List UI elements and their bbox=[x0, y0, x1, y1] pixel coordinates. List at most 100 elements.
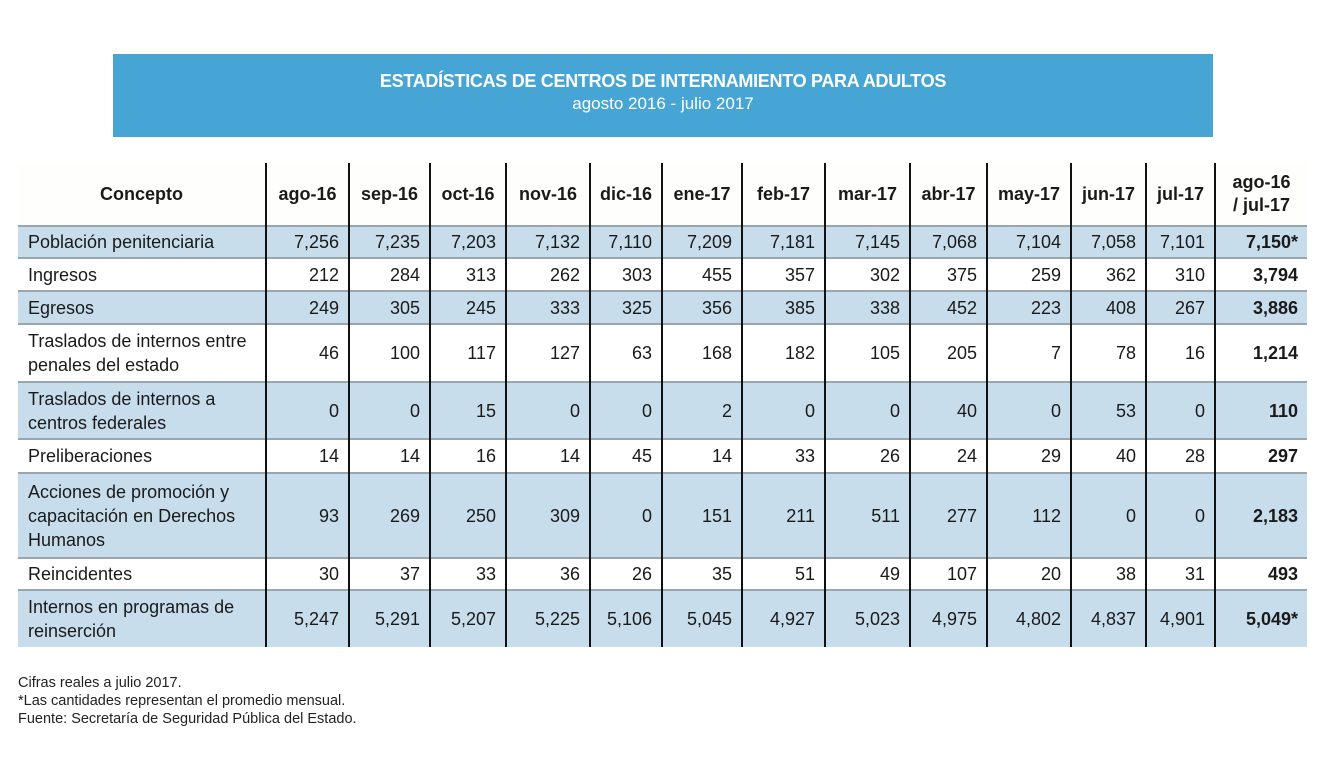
statistics-table: Concepto ago-16 sep-16 oct-16 nov-16 dic-16 en… bbox=[18, 163, 1307, 647]
table-cell: 30 bbox=[265, 557, 349, 590]
table-cell: 37 bbox=[348, 557, 430, 590]
table-cell: 40 bbox=[909, 381, 987, 439]
table-cell: 0 bbox=[741, 381, 825, 439]
column-header: abr-17 bbox=[909, 163, 987, 226]
table-cell: 127 bbox=[505, 323, 590, 382]
table-cell: 269 bbox=[348, 472, 430, 558]
table-cell: 0 bbox=[348, 381, 430, 439]
table-row: Traslados de internos a centros federale… bbox=[18, 381, 1307, 439]
column-header: dic-16 bbox=[589, 163, 662, 226]
row-label: Ingresos bbox=[18, 257, 266, 291]
table-cell: 16 bbox=[429, 438, 506, 473]
row-label: Traslados de internos entre penales del … bbox=[18, 323, 266, 382]
table-cell: 262 bbox=[505, 257, 590, 291]
table-cell: 40 bbox=[1070, 438, 1146, 473]
total-cell: 110 bbox=[1214, 381, 1307, 439]
column-header: sep-16 bbox=[348, 163, 430, 226]
column-header: jun-17 bbox=[1070, 163, 1146, 226]
table-cell: 408 bbox=[1070, 290, 1146, 324]
table-cell: 93 bbox=[265, 472, 349, 558]
column-header: nov-16 bbox=[505, 163, 590, 226]
table-cell: 277 bbox=[909, 472, 987, 558]
table-cell: 7,145 bbox=[824, 225, 910, 258]
footnote: Cifras reales a julio 2017. bbox=[18, 675, 182, 691]
table-row: Población penitenciaria 7,256 7,235 7,203 7,… bbox=[18, 225, 1307, 258]
table-cell: 259 bbox=[986, 257, 1071, 291]
table-cell: 2 bbox=[661, 381, 742, 439]
table-cell: 33 bbox=[741, 438, 825, 473]
table-cell: 28 bbox=[1145, 438, 1215, 473]
table-cell: 5,106 bbox=[589, 589, 662, 647]
row-label: Egresos bbox=[18, 290, 266, 324]
table-cell: 151 bbox=[661, 472, 742, 558]
table-cell: 112 bbox=[986, 472, 1071, 558]
row-label: Internos en programas de reinserción bbox=[18, 589, 266, 647]
page-subtitle: agosto 2016 - julio 2017 bbox=[572, 94, 754, 113]
table-cell: 249 bbox=[265, 290, 349, 324]
total-cell: 3,886 bbox=[1214, 290, 1307, 324]
table-cell: 7 bbox=[986, 323, 1071, 382]
table-cell: 35 bbox=[661, 557, 742, 590]
title-banner: ESTADÍSTICAS DE CENTROS DE INTERNAMIENTO… bbox=[113, 54, 1213, 137]
table-cell: 182 bbox=[741, 323, 825, 382]
table-cell: 0 bbox=[589, 472, 662, 558]
table-cell: 5,291 bbox=[348, 589, 430, 647]
table-cell: 313 bbox=[429, 257, 506, 291]
table-cell: 117 bbox=[429, 323, 506, 382]
table-cell: 7,209 bbox=[661, 225, 742, 258]
table-cell: 5,247 bbox=[265, 589, 349, 647]
table-cell: 7,110 bbox=[589, 225, 662, 258]
table-cell: 51 bbox=[741, 557, 825, 590]
table-cell: 78 bbox=[1070, 323, 1146, 382]
column-header: may-17 bbox=[986, 163, 1071, 226]
column-header: mar-17 bbox=[824, 163, 910, 226]
table-cell: 16 bbox=[1145, 323, 1215, 382]
table-cell: 29 bbox=[986, 438, 1071, 473]
row-label: Reincidentes bbox=[18, 557, 266, 590]
table-cell: 4,802 bbox=[986, 589, 1071, 647]
column-header: Concepto bbox=[18, 163, 266, 226]
table-cell: 14 bbox=[505, 438, 590, 473]
table-cell: 105 bbox=[824, 323, 910, 382]
table-cell: 211 bbox=[741, 472, 825, 558]
table-cell: 15 bbox=[429, 381, 506, 439]
table-cell: 309 bbox=[505, 472, 590, 558]
table-cell: 4,901 bbox=[1145, 589, 1215, 647]
table-cell: 357 bbox=[741, 257, 825, 291]
column-header: ene-17 bbox=[661, 163, 742, 226]
table-cell: 511 bbox=[824, 472, 910, 558]
table-cell: 7,068 bbox=[909, 225, 987, 258]
table-cell: 0 bbox=[589, 381, 662, 439]
table-cell: 302 bbox=[824, 257, 910, 291]
total-cell: 3,794 bbox=[1214, 257, 1307, 291]
table-cell: 168 bbox=[661, 323, 742, 382]
table-row: Reincidentes 30 37 33 36 26 35 51 49 107 20 38 31 493 bbox=[18, 557, 1307, 590]
table-cell: 5,207 bbox=[429, 589, 506, 647]
table-cell: 7,235 bbox=[348, 225, 430, 258]
table-cell: 4,837 bbox=[1070, 589, 1146, 647]
table-cell: 7,132 bbox=[505, 225, 590, 258]
table-cell: 0 bbox=[1145, 381, 1215, 439]
table-cell: 7,203 bbox=[429, 225, 506, 258]
row-label: Preliberaciones bbox=[18, 438, 266, 473]
total-cell: 5,049* bbox=[1214, 589, 1307, 647]
table-cell: 26 bbox=[824, 438, 910, 473]
table-cell: 100 bbox=[348, 323, 430, 382]
table-cell: 284 bbox=[348, 257, 430, 291]
footnote: *Las cantidades representan el promedio … bbox=[18, 693, 346, 709]
column-header: jul-17 bbox=[1145, 163, 1215, 226]
row-label: Traslados de internos a centros federale… bbox=[18, 381, 266, 439]
table-cell: 245 bbox=[429, 290, 506, 324]
table-cell: 20 bbox=[986, 557, 1071, 590]
total-cell: 1,214 bbox=[1214, 323, 1307, 382]
table-cell: 4,927 bbox=[741, 589, 825, 647]
table-cell: 310 bbox=[1145, 257, 1215, 291]
table-cell: 0 bbox=[1070, 472, 1146, 558]
table-cell: 5,023 bbox=[824, 589, 910, 647]
table-cell: 38 bbox=[1070, 557, 1146, 590]
table-cell: 46 bbox=[265, 323, 349, 382]
page-title: ESTADÍSTICAS DE CENTROS DE INTERNAMIENTO… bbox=[379, 71, 947, 91]
table-cell: 452 bbox=[909, 290, 987, 324]
table-row: Traslados de internos entre penales del … bbox=[18, 323, 1307, 382]
total-cell: 297 bbox=[1214, 438, 1307, 473]
